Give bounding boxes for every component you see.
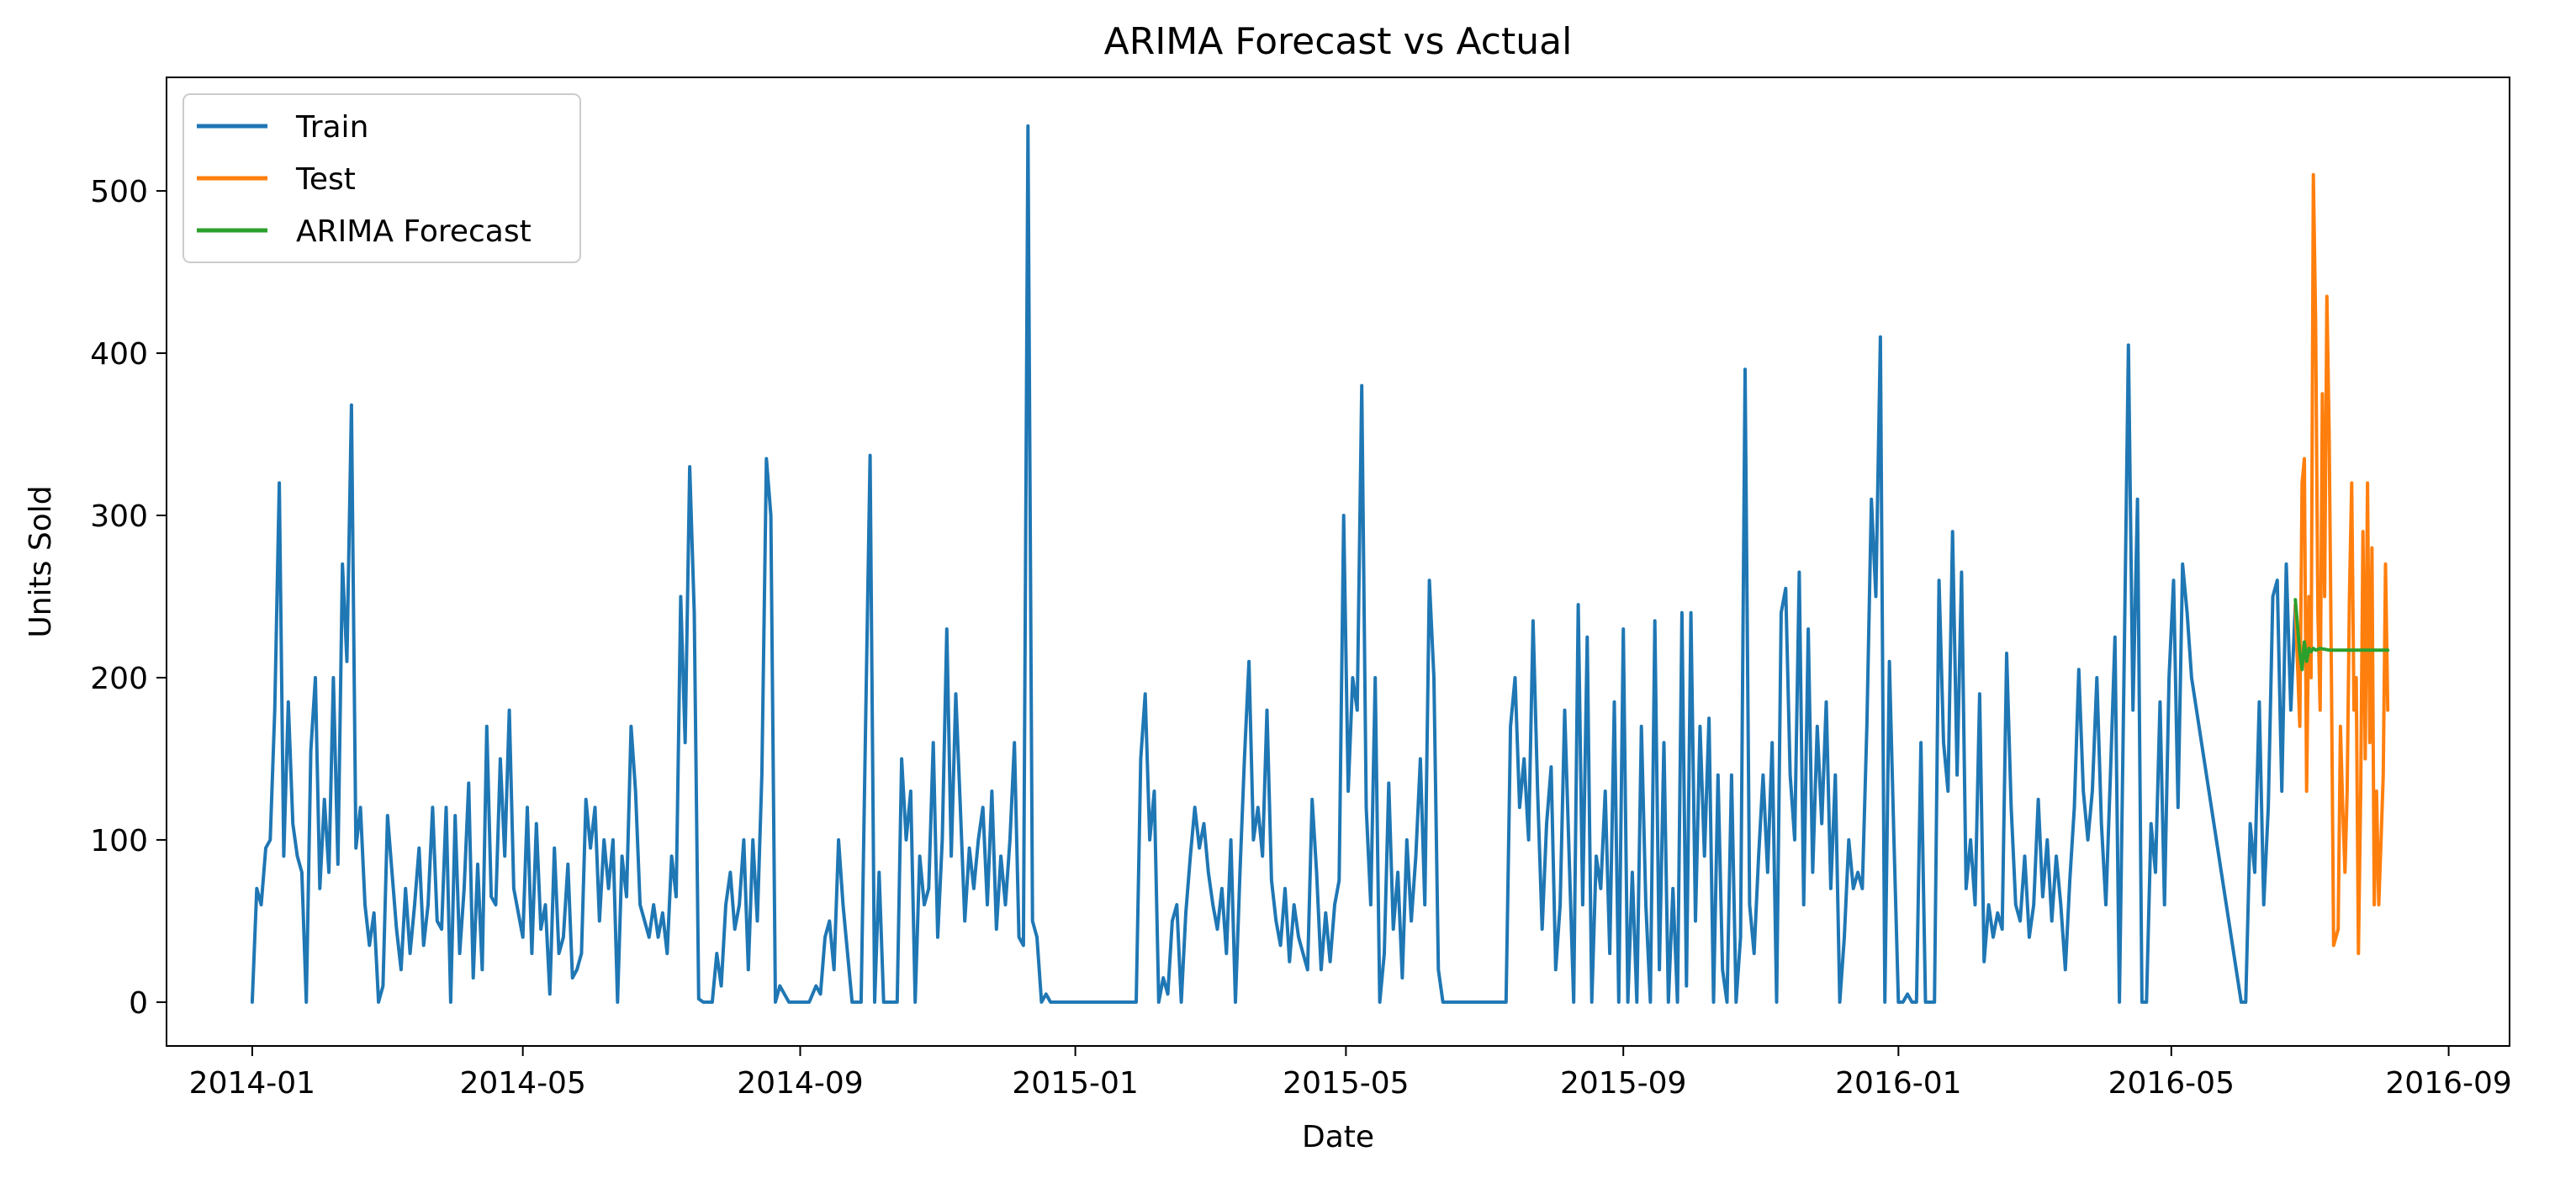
plot-area-frame [166, 77, 2510, 1047]
series-line-arima-forecast [2293, 598, 2390, 672]
y-tick-label: 400 [90, 337, 148, 372]
x-tick-label: 2015-01 [1012, 1066, 1138, 1101]
legend-label: Train [295, 110, 368, 145]
x-tick-label: 2016-09 [2385, 1066, 2511, 1101]
legend-label: Test [295, 162, 356, 197]
legend: Train Test ARIMA Forecast [182, 93, 581, 263]
x-tick-label: 2016-05 [2108, 1066, 2235, 1101]
y-tick-label: 500 [90, 175, 148, 209]
series-line-test [2293, 172, 2390, 955]
x-tick-label: 2014-05 [459, 1066, 585, 1101]
y-axis: 0 100 200 300 400 500 [90, 175, 167, 1021]
y-tick-label: 300 [90, 499, 148, 534]
y-tick-label: 0 [129, 986, 148, 1021]
y-tick-label: 200 [90, 662, 148, 696]
y-tick-label: 100 [90, 824, 148, 858]
chart-title: ARIMA Forecast vs Actual [1104, 20, 1573, 63]
x-tick-label: 2014-09 [737, 1066, 863, 1101]
series-layer [250, 124, 2390, 1004]
x-tick-label: 2016-01 [1835, 1066, 1961, 1101]
y-axis-label: Units Sold [24, 485, 58, 637]
x-tick-label: 2015-05 [1283, 1066, 1409, 1101]
legend-label: ARIMA Forecast [296, 214, 532, 249]
x-axis-label: Date [1302, 1120, 1374, 1154]
x-tick-label: 2015-09 [1560, 1066, 1686, 1101]
x-tick-label: 2014-01 [189, 1066, 315, 1101]
legend-frame [182, 93, 581, 263]
series-line-train [250, 124, 2298, 1004]
x-axis: 2014-01 2014-05 2014-09 2015-01 2015-05 2015-… [189, 1046, 2512, 1101]
